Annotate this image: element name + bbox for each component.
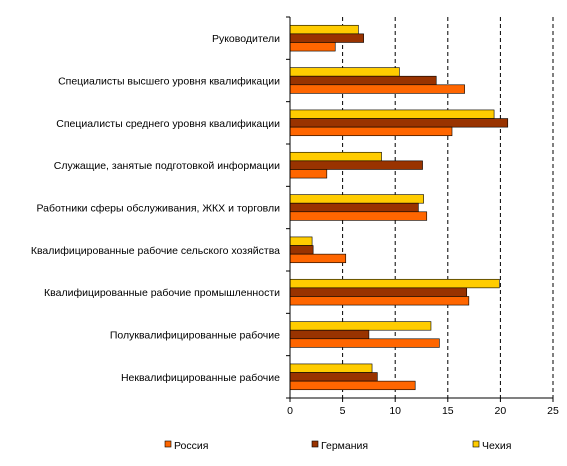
category-label: Квалифицированные рабочие промышленности (44, 287, 280, 299)
bar-Чехия-8 (289, 363, 373, 373)
category-label: Работники сферы обслуживания, ЖКХ и торг… (36, 203, 280, 215)
bar-Россия-5 (289, 253, 347, 264)
bar-Чехия-1 (289, 67, 400, 77)
bar-Чехия-5 (289, 236, 313, 246)
category-label: Неквалифицированные рабочие (121, 372, 280, 384)
bar-Германия-8 (289, 372, 378, 382)
bar-Чехия-4 (289, 194, 424, 204)
bar-Россия-0 (289, 42, 336, 52)
bar-Германия-1 (289, 75, 437, 86)
bar-Германия-7 (289, 329, 370, 340)
bars (289, 24, 509, 391)
category-label: Специалисты высшего уровня квалификации (58, 76, 280, 88)
legend: Россия Германия Чехия (164, 440, 511, 452)
bar-Чехия-6 (289, 278, 500, 289)
bar-Германия-3 (289, 160, 423, 170)
legend-swatch-Чехия (472, 440, 480, 448)
legend-label: Германия (321, 440, 368, 452)
category-label: Руководители (212, 33, 280, 45)
x-tick-labels: 0 5 10 15 20 25 (287, 405, 559, 417)
bar-Россия-7 (289, 338, 440, 348)
x-tick-label: 20 (495, 405, 507, 417)
x-tick-label: 10 (389, 405, 401, 417)
bar-Россия-6 (289, 296, 470, 306)
legend-swatch-Германия (311, 440, 319, 448)
bar-Германия-2 (289, 118, 509, 128)
legend-label: Россия (174, 440, 208, 452)
category-label: Полуквалифицированные рабочие (110, 330, 280, 342)
x-tick-label: 15 (442, 405, 454, 417)
x-tick-label: 0 (287, 405, 293, 417)
category-label: Специалисты среднего уровня квалификации (56, 118, 280, 130)
bar-Чехия-3 (289, 151, 382, 162)
bar-Чехия-0 (289, 24, 359, 35)
bar-Россия-8 (289, 380, 416, 391)
bar-Россия-3 (289, 169, 328, 179)
category-label: Квалифицированные рабочие сельского хозя… (31, 245, 280, 257)
bar-Германия-5 (289, 245, 314, 255)
bar-Россия-2 (289, 126, 453, 137)
legend-swatch-Россия (164, 440, 172, 448)
x-tick-label: 5 (340, 405, 346, 417)
bar-Германия-0 (289, 33, 364, 43)
category-label: Служащие, занятые подготовкой информации (54, 160, 280, 172)
bar-Германия-6 (289, 287, 468, 297)
axes (286, 16, 554, 402)
legend-label: Чехия (482, 440, 511, 452)
bar-Чехия-7 (289, 321, 432, 331)
bar-Чехия-2 (289, 109, 495, 119)
category-labels: Руководители Специалисты высшего уровня к… (31, 33, 280, 384)
bar-Россия-4 (289, 211, 428, 221)
x-tick-label: 25 (547, 405, 559, 417)
bar-Россия-1 (289, 84, 465, 94)
bar-Германия-4 (289, 202, 419, 213)
